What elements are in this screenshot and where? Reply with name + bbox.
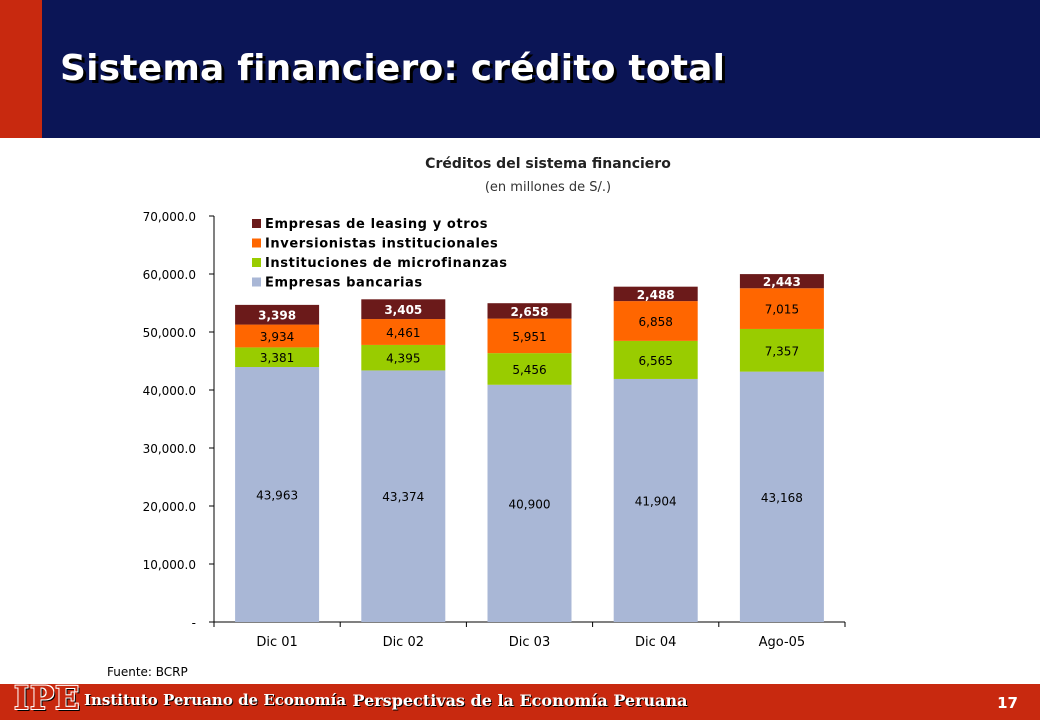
bar-segment [613,286,698,302]
y-tick-label: 70,000.0 [143,210,196,224]
y-tick-label: 60,000.0 [143,268,196,282]
legend-swatch [252,258,261,267]
bar-segment [361,319,446,345]
bar-segment [361,370,446,622]
bar-segment [613,378,698,622]
legend-swatch [252,277,261,287]
bar-segment [739,274,824,289]
stacked-bar-chart: Créditos del sistema financiero (en millo… [107,156,846,679]
bar-data-label: 4,461 [386,326,420,340]
legend-swatch [252,219,261,228]
bar-data-label: 7,015 [765,303,799,317]
y-tick-label: 10,000.0 [143,558,196,572]
bar-data-label: 3,405 [384,303,422,317]
legend-label: Instituciones de microfinanzas [265,256,508,271]
bar-data-label: 5,951 [512,330,546,344]
y-tick-label: 40,000.0 [143,384,196,398]
bar-data-label: 40,900 [509,497,551,511]
bar-data-label: 43,374 [382,490,424,504]
bar-segment [613,301,698,341]
bar-data-label: 2,443 [763,275,801,289]
bar-data-label: 7,357 [765,344,799,358]
slide-title: Sistema financiero: crédito total [60,48,726,89]
header-bar [42,0,1040,138]
x-tick-label: Ago-05 [759,635,806,650]
bar-segment [235,304,320,325]
y-tick-label: 30,000.0 [143,442,196,456]
legend-swatch [252,238,261,248]
chart-title: Créditos del sistema financiero [425,156,671,172]
bar-segment [739,288,824,329]
x-tick-label: Dic 04 [635,635,676,650]
x-tick-label: Dic 02 [383,635,424,650]
bar-segment [487,353,572,385]
footer-institution: Instituto Peruano de Economía [84,691,347,709]
bar-data-label: 2,658 [511,305,549,319]
bar-segment [613,340,698,379]
x-tick-label: Dic 01 [256,635,297,650]
bar-segment [235,347,320,368]
bar-data-label: 6,858 [639,315,673,329]
x-tick-label: Dic 03 [509,635,550,650]
bar-segment [739,371,824,622]
legend-label: Empresas de leasing y otros [265,217,488,232]
bar-data-label: 43,963 [256,489,298,503]
ipe-logo: IPE [14,679,81,717]
footer-center-text: Perspectivas de la Economía Peruana [352,691,688,710]
bar-data-label: 3,398 [258,309,296,323]
footer-bar [0,684,1040,720]
bar-data-label: 2,488 [637,288,675,302]
legend-label: Inversionistas institucionales [265,237,498,252]
page-number: 17 [997,694,1018,712]
bar-segment [487,384,572,622]
bar-data-label: 6,565 [639,354,673,368]
bar-data-label: 5,456 [512,363,546,377]
legend-label: Empresas bancarias [265,276,423,291]
chart-subtitle: (en millones de S/.) [485,180,611,195]
bar-segment [361,299,446,320]
y-tick-label: 20,000.0 [143,500,196,514]
y-tick-label: 50,000.0 [143,326,196,340]
bar-segment [739,328,824,372]
bar-segment [235,367,320,622]
bar-data-label: 4,395 [386,352,420,366]
bar-segment [487,318,572,354]
bar-segment [487,303,572,319]
source-note: Fuente: BCRP [107,665,188,679]
y-tick-label: - [192,616,196,630]
bar-data-label: 3,381 [260,351,294,365]
bar-data-label: 3,934 [260,330,294,344]
header-red-strip [0,0,42,138]
bar-segment [361,344,446,371]
bar-data-label: 41,904 [635,494,677,508]
bar-data-label: 43,168 [761,491,803,505]
bar-segment [235,324,320,348]
